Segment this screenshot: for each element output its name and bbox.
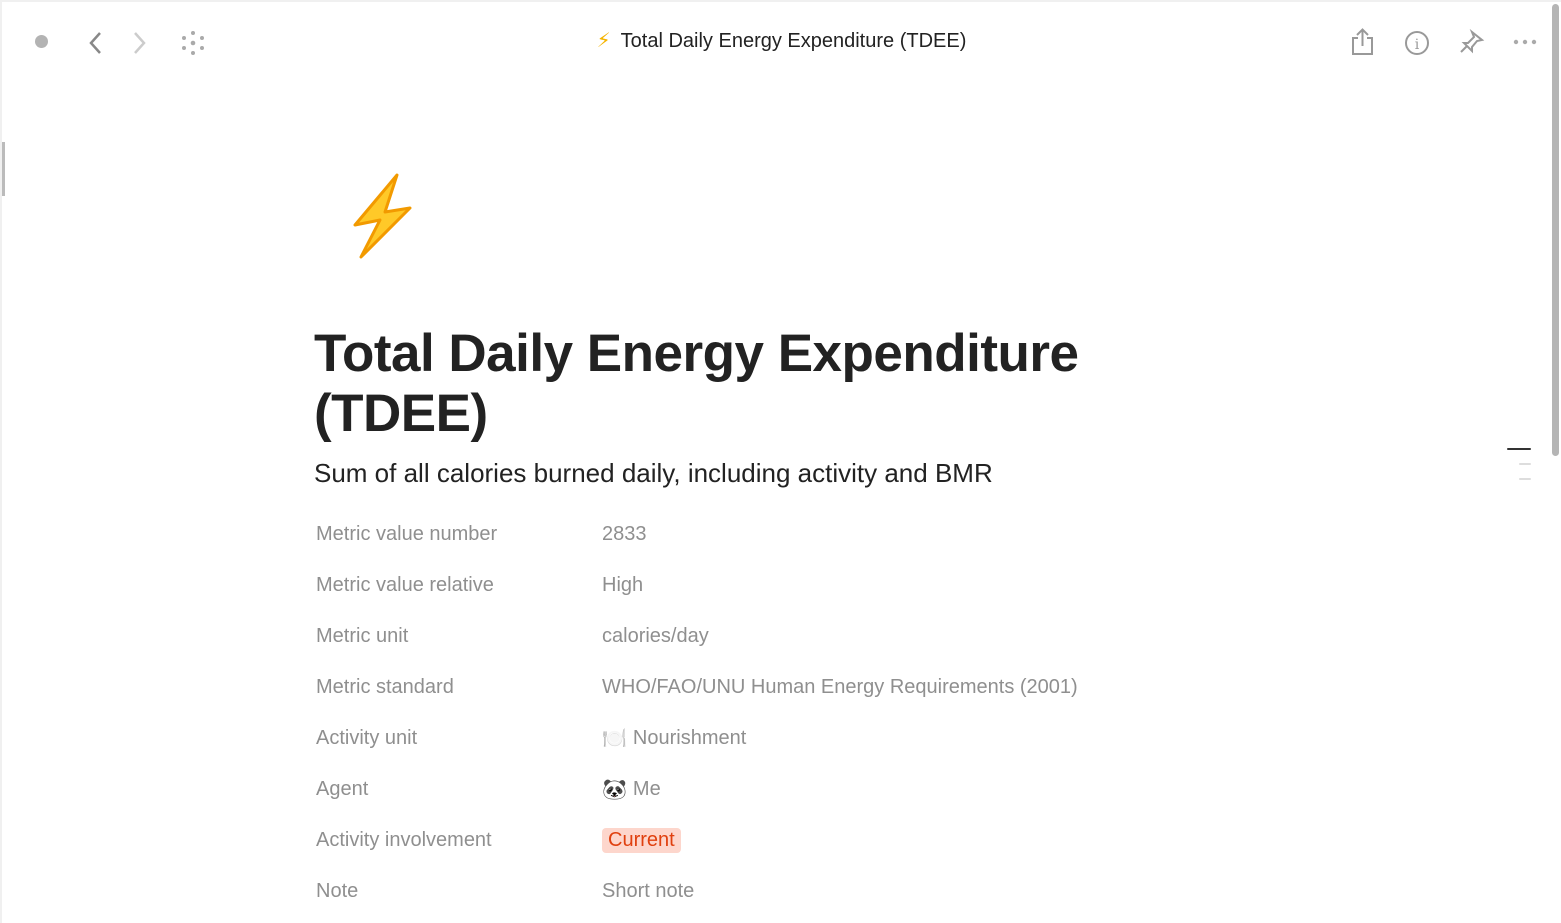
property-value[interactable]: calories/day: [602, 625, 709, 647]
window-title-text: Total Daily Energy Expenditure (TDEE): [620, 30, 967, 52]
property-row-metric-value-relative[interactable]: Metric value relative High: [316, 560, 1078, 611]
property-label: Activity unit: [316, 727, 418, 749]
property-row-metric-standard[interactable]: Metric standard WHO/FAO/UNU Human Energy …: [316, 662, 1078, 713]
property-value[interactable]: Short note: [602, 880, 695, 902]
property-label: Metric standard: [316, 676, 454, 698]
property-row-agent[interactable]: Agent 🐼 Me: [316, 764, 1078, 815]
top-toolbar: ⚡ Total Daily Energy Expenditure (TDEE) i: [2, 2, 1561, 82]
window-title: ⚡ Total Daily Energy Expenditure (TDEE): [2, 28, 1561, 53]
back-icon[interactable]: [86, 30, 106, 56]
property-value[interactable]: 🍽️ Nourishment: [602, 726, 746, 751]
property-label: Metric value relative: [316, 574, 494, 596]
bolt-icon: ⚡: [596, 30, 611, 52]
property-row-activity-involvement[interactable]: Activity involvement Current: [316, 815, 1078, 866]
relation-link[interactable]: Nourishment: [632, 727, 747, 749]
property-label: Note: [316, 880, 359, 902]
pin-icon[interactable]: [1458, 29, 1486, 55]
property-value[interactable]: 🐼 Me: [602, 777, 661, 802]
table-of-contents-indicator[interactable]: [1507, 448, 1531, 493]
panda-icon: 🐼: [602, 779, 627, 801]
property-label: Agent: [316, 778, 369, 800]
property-value[interactable]: High: [602, 574, 644, 596]
circle-dot-icon[interactable]: [35, 35, 48, 48]
svg-text:i: i: [1415, 37, 1420, 53]
info-icon[interactable]: i: [1404, 30, 1430, 56]
page-subtitle[interactable]: Sum of all calories burned daily, includ…: [314, 458, 993, 488]
property-value[interactable]: WHO/FAO/UNU Human Energy Requirements (2…: [602, 676, 1078, 698]
property-label: Metric value number: [316, 523, 498, 545]
scrollbar[interactable]: [1552, 4, 1559, 456]
more-icon[interactable]: [1512, 38, 1538, 46]
property-row-metric-value-number[interactable]: Metric value number 2833: [316, 509, 1078, 560]
relation-link[interactable]: Me: [632, 778, 661, 800]
status-tag[interactable]: Current: [602, 828, 681, 853]
dots-grid-icon[interactable]: [180, 30, 206, 56]
property-row-metric-unit[interactable]: Metric unit calories/day: [316, 611, 1078, 662]
share-icon[interactable]: [1350, 27, 1376, 57]
property-label: Metric unit: [316, 625, 409, 647]
property-value[interactable]: 2833: [602, 523, 647, 545]
property-row-note[interactable]: Note Short note: [316, 866, 1078, 917]
plate-icon: 🍽️: [602, 728, 627, 750]
property-row-activity-unit[interactable]: Activity unit 🍽️ Nourishment: [316, 713, 1078, 764]
lightning-bolt-icon[interactable]: [347, 170, 417, 260]
left-edge-handle[interactable]: [2, 142, 5, 196]
properties-list: Metric value number 2833 Metric value rel…: [316, 509, 1078, 917]
page-title[interactable]: Total Daily Energy Expenditure (TDEE): [314, 324, 1079, 443]
property-label: Activity involvement: [316, 829, 492, 851]
forward-icon[interactable]: [130, 30, 150, 56]
